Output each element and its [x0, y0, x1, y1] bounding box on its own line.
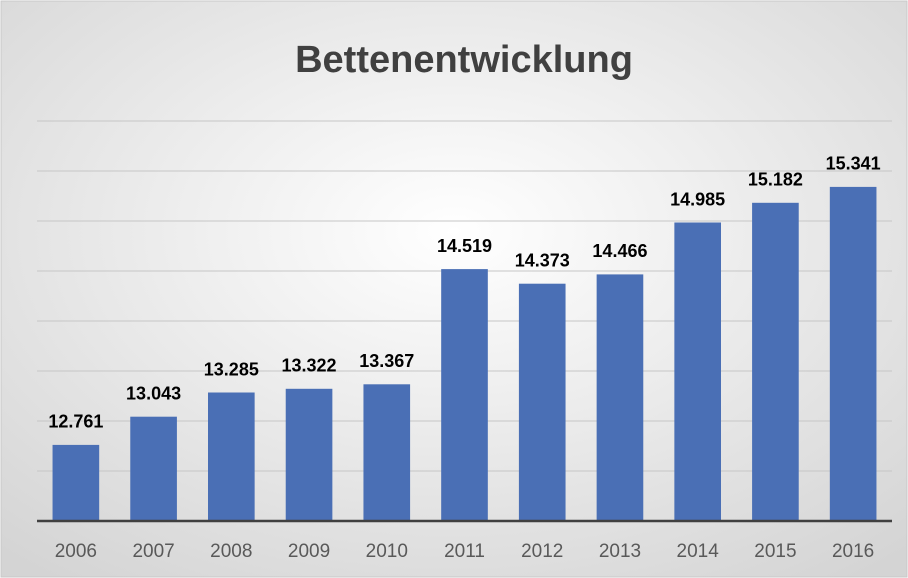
bar — [518, 283, 566, 521]
x-tick-label: 2007 — [132, 541, 174, 562]
x-tick-label: 2013 — [599, 541, 641, 562]
x-tick-label: 2010 — [366, 541, 408, 562]
value-label: 14.519 — [437, 236, 492, 256]
chart-title: Bettenentwicklung — [295, 39, 633, 81]
value-label: 14.373 — [515, 250, 570, 270]
bar — [52, 444, 100, 521]
x-tick-label: 2012 — [521, 541, 563, 562]
bar — [208, 392, 255, 521]
x-tick-label: 2009 — [288, 541, 330, 562]
bar — [441, 269, 488, 521]
value-label: 13.367 — [359, 351, 414, 371]
x-tick-label: 2014 — [677, 541, 720, 562]
bar — [674, 222, 721, 521]
x-tick-label: 2008 — [210, 541, 252, 562]
value-label: 13.285 — [204, 359, 259, 379]
x-tick-label: 2006 — [55, 541, 97, 562]
value-label: 13.322 — [282, 356, 337, 376]
x-tick-label: 2016 — [832, 541, 874, 562]
bar — [752, 202, 799, 522]
value-label: 15.341 — [826, 154, 881, 174]
value-label: 13.043 — [126, 383, 181, 403]
value-label: 14.466 — [592, 241, 647, 261]
value-label: 14.985 — [670, 189, 725, 209]
bar — [829, 186, 877, 521]
bar — [596, 274, 644, 521]
bar — [130, 416, 177, 521]
value-label: 15.182 — [748, 170, 803, 190]
bar — [285, 388, 333, 521]
value-label: 12.761 — [48, 412, 103, 432]
bar — [363, 384, 411, 521]
x-tick-label: 2015 — [754, 541, 796, 562]
x-tick-label: 2011 — [444, 541, 485, 562]
